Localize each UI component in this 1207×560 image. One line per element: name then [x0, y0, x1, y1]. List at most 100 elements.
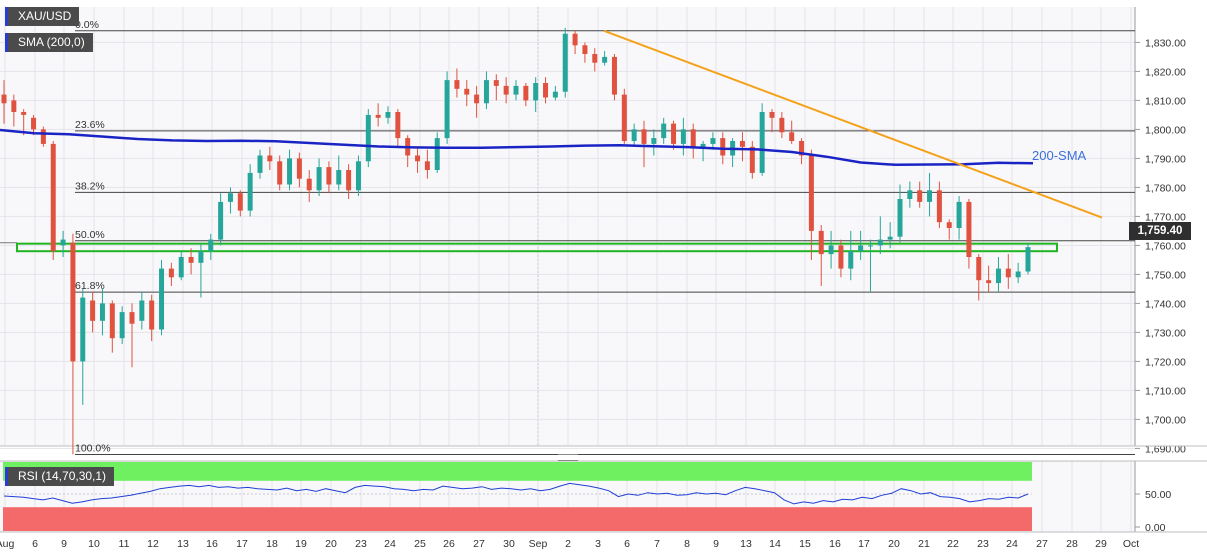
candle-body [346, 170, 352, 191]
candle-body [779, 117, 785, 133]
candle-body [149, 300, 155, 330]
x-tick-label: 14 [769, 538, 781, 550]
candle-body [50, 143, 56, 252]
y-tick-label: 1,730.00 [1145, 327, 1186, 339]
candle-body [749, 146, 755, 173]
y-tick-label: 1,830.00 [1145, 37, 1186, 49]
x-tick-label: 15 [799, 538, 811, 550]
candle-body [897, 199, 903, 237]
candle-body [986, 280, 992, 284]
candle-body [956, 201, 962, 228]
y-tick-label: 1,780.00 [1145, 182, 1186, 194]
x-tick-label: Oct [1123, 538, 1139, 550]
rsi-legend[interactable]: RSI (14,70,30,1) [5, 467, 115, 486]
x-tick-label: 25 [414, 538, 426, 550]
candle-body [464, 88, 470, 95]
candle-body [60, 239, 66, 246]
x-tick-label: 8 [684, 538, 690, 550]
candle-body [31, 117, 37, 130]
candle-body [316, 167, 322, 191]
candle-body [159, 268, 165, 330]
x-tick-label: 13 [740, 538, 752, 550]
candle-body [631, 129, 637, 141]
y-tick-label: 1,790.00 [1145, 153, 1186, 165]
fibonacci-level-label: 100.0% [75, 442, 111, 454]
candle-body [562, 33, 568, 92]
rsi-oversold-zone [3, 507, 1032, 531]
symbol-legend[interactable]: XAU/USD [5, 7, 80, 26]
pane-splitter-handle[interactable] [558, 454, 578, 461]
candle-body [129, 312, 135, 324]
candle-body [375, 114, 381, 118]
x-tick-label: 24 [1006, 538, 1018, 550]
candle-body [40, 129, 46, 144]
candle-body [21, 112, 27, 115]
candle-body [789, 132, 795, 141]
candle-body [858, 245, 864, 252]
fibonacci-level-label: 50.0% [75, 229, 105, 241]
candle-body [946, 222, 952, 228]
rsi-overbought-zone [3, 462, 1032, 481]
candle-body [355, 161, 361, 191]
candle-body [267, 155, 273, 162]
y-tick-label: 1,810.00 [1145, 95, 1186, 107]
candle-body [700, 143, 706, 147]
x-tick-label: Aug [0, 538, 14, 550]
candle-body [80, 297, 86, 362]
candle-body [365, 114, 371, 162]
candle-body [582, 45, 588, 54]
candle-body [326, 167, 332, 185]
x-tick-label: 20 [325, 538, 337, 550]
fibonacci-level-label: 61.8% [75, 280, 105, 292]
candle-body [444, 80, 450, 139]
candle-body [434, 138, 440, 170]
candle-body [976, 257, 982, 281]
x-tick-label: 28 [1066, 538, 1078, 550]
candle-body [848, 251, 854, 269]
candle-body [621, 94, 627, 141]
candle-body [759, 112, 765, 173]
sma-legend[interactable]: SMA (200,0) [5, 33, 93, 52]
candle-body [336, 170, 342, 185]
candle-body [415, 155, 421, 162]
rsi-line [3, 482, 1029, 505]
candle-body [867, 245, 873, 247]
x-tick-label: 13 [177, 538, 189, 550]
candle-body [808, 155, 814, 231]
candle-body [296, 158, 302, 179]
x-tick-label: 26 [443, 538, 455, 550]
candle-body [769, 112, 775, 118]
candle-body [690, 129, 696, 147]
x-tick-label: 17 [236, 538, 248, 550]
support-zone [16, 242, 1058, 253]
y-tick-label: 1,690.00 [1145, 443, 1186, 455]
candle-body [257, 155, 263, 173]
x-tick-label: 9 [61, 538, 67, 550]
candle-body [287, 158, 293, 185]
candle-body [424, 161, 430, 170]
candle-body [877, 239, 883, 246]
y-tick-label: 1,700.00 [1145, 414, 1186, 426]
y-tick-label: 1,710.00 [1145, 385, 1186, 397]
candle-body [838, 245, 844, 269]
candle-body [641, 129, 647, 144]
candle-body [661, 123, 667, 139]
rsi-y-tick-label: 50.00 [1145, 489, 1171, 501]
candle-body [178, 257, 184, 278]
fibonacci-level-label: 23.6% [75, 119, 105, 131]
candle-body [109, 303, 115, 339]
candle-body [119, 312, 125, 339]
x-tick-label: 16 [206, 538, 218, 550]
x-tick-label: 2 [565, 538, 571, 550]
x-tick-label: 3 [595, 538, 601, 550]
x-tick-label: 11 [119, 538, 130, 550]
sma-200-label: 200-SMA [1032, 148, 1087, 163]
candle-body [887, 236, 893, 240]
candle-body [927, 190, 933, 202]
candle-body [995, 268, 1001, 284]
candle-body [818, 230, 824, 255]
x-tick-label: 22 [947, 538, 959, 550]
y-tick-label: 1,800.00 [1145, 124, 1186, 136]
candle-body [513, 85, 519, 95]
